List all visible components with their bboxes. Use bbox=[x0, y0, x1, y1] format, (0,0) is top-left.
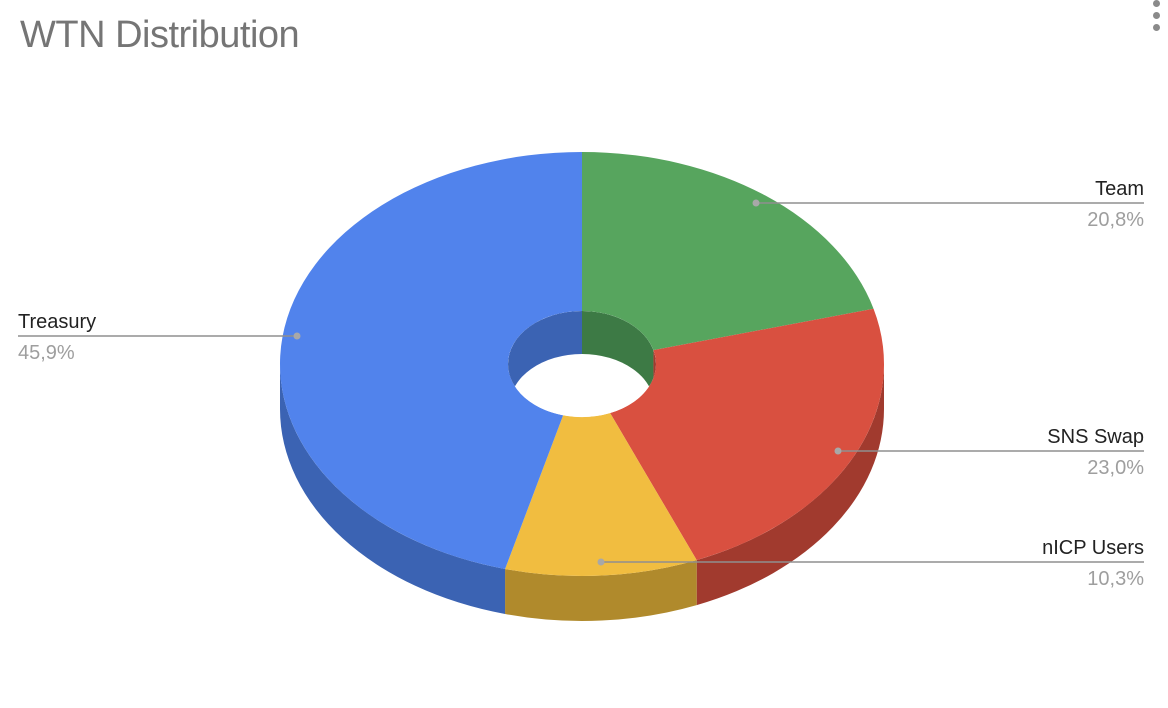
hole-wall-treasury bbox=[508, 311, 582, 409]
slice-nicp-users[interactable] bbox=[505, 413, 697, 576]
slice-percent-team: 20,8% bbox=[1087, 209, 1144, 231]
leader-dot-treasury bbox=[293, 332, 301, 340]
leader-dot-nicp-users bbox=[597, 558, 605, 566]
pie-sides bbox=[280, 364, 884, 621]
chart-title: WTN Distribution bbox=[20, 14, 300, 56]
pie-labels: Team 20,8% SNS Swap 23,0% nICP Users 10,3% Tre… bbox=[18, 178, 1144, 590]
leader-dot-team bbox=[752, 199, 760, 207]
slice-side-nicp-users bbox=[505, 560, 697, 621]
more-vert-icon bbox=[1153, 0, 1160, 7]
slice-label-team: Team bbox=[1095, 178, 1144, 200]
pie-tops bbox=[279, 152, 884, 576]
pie-leaders bbox=[18, 199, 1144, 566]
slice-percent-treasury: 45,9% bbox=[18, 342, 75, 364]
slice-team[interactable] bbox=[582, 152, 874, 351]
more-options-button[interactable] bbox=[1144, 0, 1166, 36]
more-vert-icon-dot bbox=[1153, 12, 1160, 19]
slice-percent-sns-swap: 23,0% bbox=[1087, 457, 1144, 479]
slice-side-treasury bbox=[280, 364, 506, 615]
slice-treasury[interactable] bbox=[279, 152, 582, 570]
pie-hole bbox=[508, 311, 656, 417]
slice-label-nicp-users: nICP Users bbox=[1042, 537, 1144, 559]
hole-opening bbox=[510, 354, 654, 417]
leader-dot-sns-swap bbox=[834, 447, 842, 455]
slice-label-sns-swap: SNS Swap bbox=[1047, 426, 1144, 448]
slice-sns-swap[interactable] bbox=[610, 308, 884, 561]
more-vert-icon-dot bbox=[1153, 24, 1160, 31]
hole-wall-team bbox=[582, 311, 654, 396]
slice-percent-nicp-users: 10,3% bbox=[1087, 568, 1144, 590]
slice-side-sns-swap bbox=[696, 364, 884, 606]
slice-label-treasury: Treasury bbox=[18, 311, 96, 333]
